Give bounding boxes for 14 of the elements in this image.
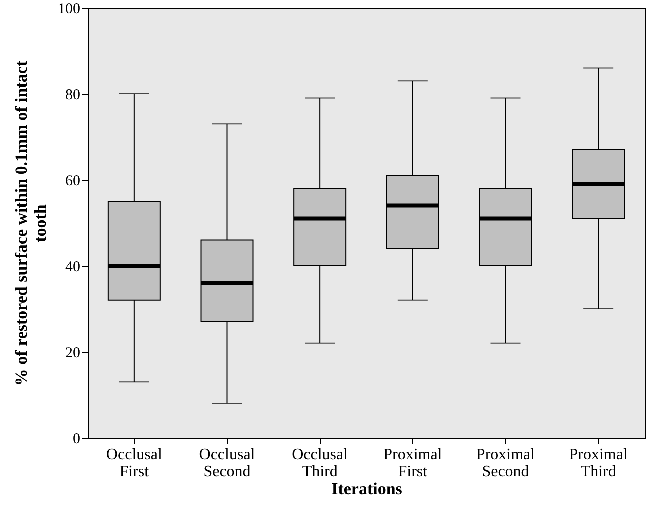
y-tick-label: 20 — [66, 346, 80, 362]
x-tick-label: Proximal Third — [569, 446, 628, 480]
y-axis-title: % of restored surface within 0.1mm of intact tooth — [12, 60, 50, 386]
y-tick-label: 40 — [66, 260, 80, 276]
x-axis-title: Iterations — [332, 480, 403, 498]
x-tick-label: Proximal First — [384, 446, 443, 480]
y-tick-label: 60 — [66, 174, 80, 190]
y-tick-label: 80 — [66, 88, 80, 104]
x-tick-label: Occlusal Second — [199, 446, 256, 480]
x-tick-label: Occlusal First — [106, 446, 163, 480]
x-tick-label: Proximal Second — [476, 446, 536, 480]
y-tick-label: 0 — [73, 432, 80, 448]
y-tick-label: 100 — [58, 2, 80, 18]
x-tick-label: Occlusal Third — [292, 446, 349, 480]
